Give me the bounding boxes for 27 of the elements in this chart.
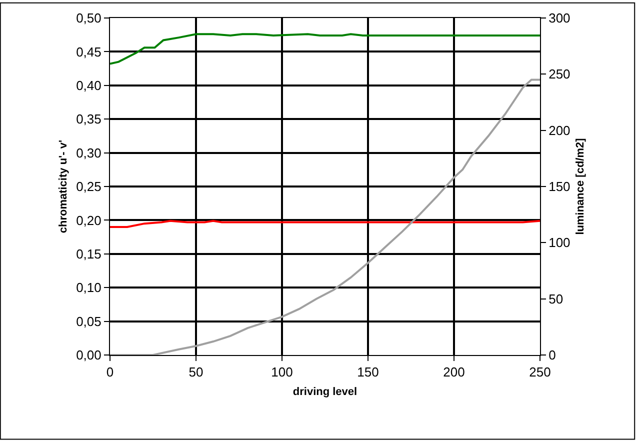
y2-tick-label: 300 xyxy=(548,10,570,26)
y2-tick-label: 250 xyxy=(548,66,570,82)
y-tick-label: 0,20 xyxy=(76,212,102,228)
y-tick-label: 0,35 xyxy=(76,112,102,127)
x-tick-label: 250 xyxy=(529,364,551,380)
y-tick-label: 0,00 xyxy=(76,348,102,363)
y-tick-label: 0,25 xyxy=(76,179,102,194)
y2-tick-label: 100 xyxy=(548,235,570,250)
y-tick-label: 0,50 xyxy=(76,10,102,26)
y-tick-label: 0,15 xyxy=(76,246,102,262)
y2-tick-label: 150 xyxy=(548,179,570,194)
y2-tick-label: 200 xyxy=(548,122,570,138)
y2-tick-label: 50 xyxy=(548,291,564,306)
x-tick-label: 200 xyxy=(443,364,465,380)
x-tick-label: 50 xyxy=(188,364,204,380)
y-tick-label: 0,40 xyxy=(76,78,102,93)
y-tick-label: 0,05 xyxy=(76,314,102,329)
y2-axis-title: luminance [cd/m2] xyxy=(574,138,587,235)
x-axis-title: driving level xyxy=(292,386,358,398)
y2-tick-label: 0 xyxy=(548,348,556,363)
y-tick-label: 0,45 xyxy=(76,44,102,60)
x-tick-label: 150 xyxy=(357,364,379,380)
x-tick-label: 0 xyxy=(106,364,114,380)
x-tick-label: 100 xyxy=(271,364,293,380)
y-tick-label: 0,10 xyxy=(76,280,102,296)
y-tick-label: 0,30 xyxy=(76,145,102,160)
y-axis-title: chromaticity u'- v' xyxy=(58,139,70,234)
